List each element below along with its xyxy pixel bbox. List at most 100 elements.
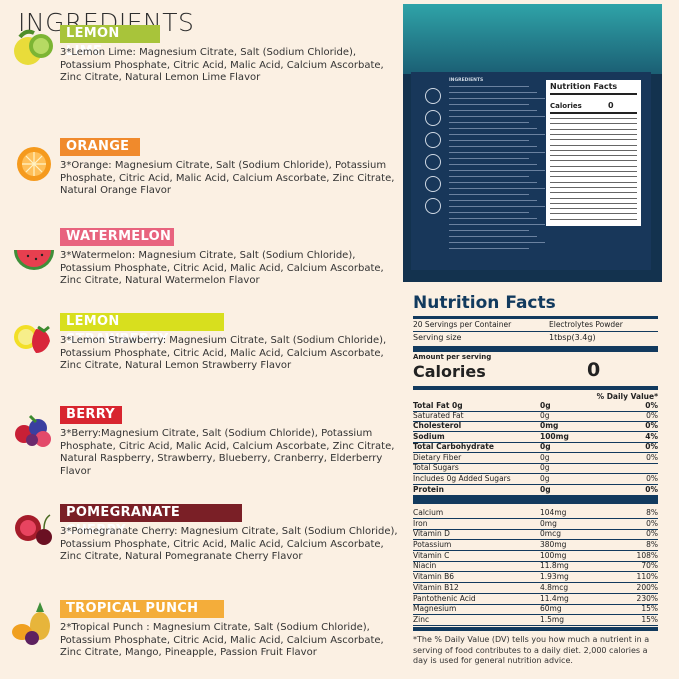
flavor-banner: TROPICAL PUNCH [60, 600, 224, 618]
bag-text-line [449, 182, 537, 184]
nf-mineral-name: Iron [413, 519, 428, 528]
nf-mineral-dv: 0% [646, 529, 658, 538]
nf-mineral-amount: 100mg [540, 551, 567, 560]
bag-nf-row-line [550, 139, 637, 140]
nf-rule [413, 420, 658, 421]
nf-rule [413, 581, 658, 582]
nf-mineral-dv: 230% [636, 594, 658, 603]
berry-icon [15, 414, 51, 447]
nf-macro-dv: 0% [645, 401, 658, 410]
nf-mineral-name: Pantothenic Acid [413, 594, 476, 603]
nf-amount-label: Amount per serving [413, 353, 492, 361]
flavor-banner: POMEGRANATE CHERRY [60, 504, 242, 538]
bag-nf-row-line [550, 208, 637, 209]
bag-nf-row-line [550, 118, 637, 119]
nf-macro-amount: 0g [540, 474, 550, 483]
bag-nf-calories-label: Calories [550, 102, 582, 110]
nf-macro-amount: 100mg [540, 432, 569, 441]
nf-macro-amount: 0g [540, 411, 550, 420]
nf-macro-name: Total Carbohydrate [413, 442, 494, 451]
nf-mineral-amount: 4.8mcg [540, 583, 569, 592]
nf-macro-dv: 0% [645, 421, 658, 430]
bag-text-line [449, 230, 529, 232]
nf-dv-header: % Daily Value* [596, 392, 658, 401]
nf-macro-name: Dietary Fiber [413, 453, 462, 462]
flavor-ingredients: 3*Lemon Lime: Magnesium Citrate, Salt (S… [60, 47, 384, 84]
bag-text-line [449, 110, 537, 112]
bag-text-line [449, 152, 545, 154]
bag-text-line [449, 122, 529, 124]
bag-text-line [449, 104, 529, 106]
bag-nf-row-line [550, 186, 637, 188]
nf-rule [413, 560, 658, 561]
nf-macro-name: Sodium [413, 432, 445, 441]
bag-nf-row-line [550, 149, 637, 151]
flavor-ingredients: 3*Pomegranate Cherry: Magnesium Citrate,… [60, 526, 398, 563]
bag-text-line [449, 200, 537, 202]
nf-mineral-dv: 8% [646, 540, 658, 549]
bag-text-line [449, 164, 537, 166]
nf-rule [413, 549, 658, 550]
nf-macro-name: Protein [413, 485, 444, 494]
bag-text-line [449, 98, 545, 100]
nf-macro-amount: 0g [540, 453, 550, 462]
bag-nf-row-line [550, 192, 637, 193]
nf-serving-size-value: 1tbsp(3.4g) [549, 333, 596, 342]
bag-nf-calories-value: 0 [608, 101, 614, 110]
nf-mineral-amount: 0mg [540, 519, 557, 528]
bag-nf-row-line [550, 160, 637, 161]
nf-macro-dv: 0% [646, 474, 658, 483]
bag-badge-icon [425, 88, 441, 104]
bag-text-line [449, 212, 529, 214]
nf-mineral-amount: 1.93mg [540, 572, 569, 581]
nf-macro-name: Saturated Fat [413, 411, 464, 420]
nutrition-facts-panel: Nutrition Facts 20 Servings per Containe… [413, 293, 658, 665]
nf-mineral-name: Vitamin B12 [413, 583, 459, 592]
bag-badge-icon [425, 132, 441, 148]
bag-text-line [449, 248, 529, 250]
nf-mineral-amount: 0mcg [540, 529, 561, 538]
bag-nf-row-line [550, 213, 637, 214]
nf-macro-name: Total Sugars [413, 463, 459, 472]
pomegranate-cherry-icon [15, 514, 52, 545]
bag-nf-row-line [550, 218, 637, 220]
nf-heavy-rule [413, 627, 658, 631]
nf-mineral-name: Zinc [413, 615, 430, 624]
bag-text-line [449, 134, 545, 136]
nf-rule [413, 517, 658, 518]
bag-text-line [449, 86, 529, 88]
nf-rule [413, 331, 658, 332]
nf-servings: 20 Servings per Container [413, 320, 512, 329]
nf-rule [413, 441, 658, 442]
nf-mineral-amount: 60mg [540, 604, 562, 613]
orange-icon [17, 147, 51, 181]
nf-macro-dv: 0% [645, 442, 658, 451]
nf-mineral-name: Vitamin D [413, 529, 450, 538]
bag-text-line [449, 170, 545, 172]
flavor-ingredients: 3*Orange: Magnesium Citrate, Salt (Sodiu… [60, 160, 395, 197]
flavor-ingredients: 3*Berry:Magnesium Citrate, Salt (Sodium … [60, 428, 395, 477]
nf-macro-amount: 0g [540, 401, 551, 410]
bag-text-line [449, 176, 529, 178]
nf-rule [413, 538, 658, 539]
bag-nf-row-line [550, 176, 637, 177]
flavor-banner: ORANGE [60, 138, 140, 156]
nf-rule [413, 483, 658, 484]
bag-text-line [449, 116, 545, 118]
bag-badge-icon [425, 110, 441, 126]
bag-nf-row-line [550, 181, 637, 183]
tropical-punch-icon [12, 602, 50, 645]
nf-rule [413, 410, 658, 411]
nf-thick-rule [413, 316, 658, 319]
lemon-strawberry-icon [14, 325, 50, 353]
bag-text-line [449, 128, 537, 130]
nf-macro-amount: 0g [540, 485, 551, 494]
nf-macro-name: Cholesterol [413, 421, 462, 430]
nf-macro-name: Includes 0g Added Sugars [413, 474, 511, 483]
nf-rule [413, 472, 658, 473]
nf-rule [413, 613, 658, 614]
nf-mineral-dv: 110% [636, 572, 658, 581]
flavor-banner: LEMON LIME [60, 25, 160, 59]
nf-mineral-dv: 15% [641, 604, 658, 613]
bag-nf-row-line [550, 128, 637, 130]
